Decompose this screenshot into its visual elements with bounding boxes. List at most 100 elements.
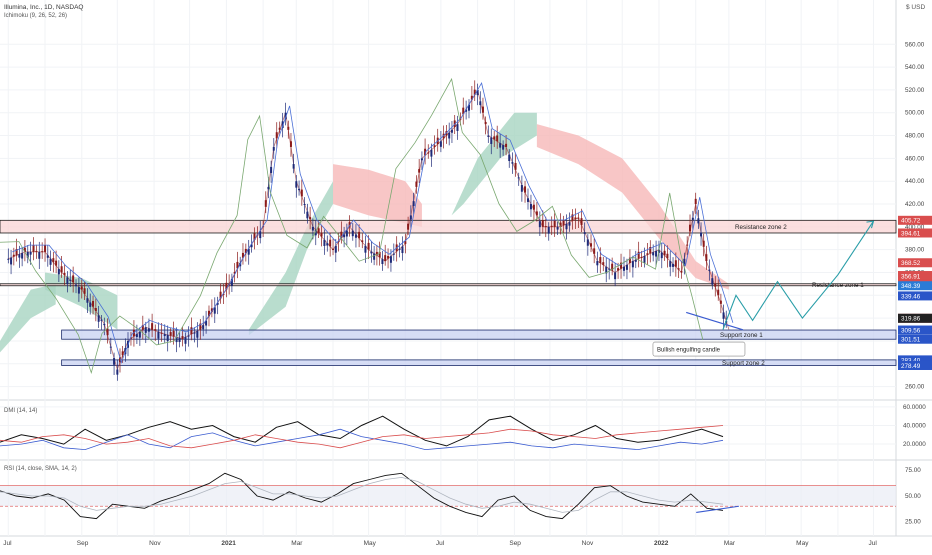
candle-body (216, 302, 219, 305)
price-label-text: 348.39 (901, 283, 921, 290)
support-zone[interactable] (61, 359, 897, 366)
candle-body (303, 204, 306, 206)
x-tick-label: 2022 (654, 540, 669, 547)
price-label-tag (898, 334, 932, 344)
price-label-text: 283.40 (901, 357, 921, 364)
candle-body (361, 240, 364, 243)
projection-path[interactable] (722, 220, 874, 330)
candle-body (559, 222, 562, 227)
price-label-tag (898, 355, 932, 365)
x-tick-label: Jul (3, 540, 12, 547)
candle-body (18, 254, 21, 258)
candle-body (236, 261, 239, 269)
candle-body (247, 248, 250, 255)
candle-body (593, 248, 596, 254)
candle-body (332, 249, 335, 251)
resistance-zone[interactable] (0, 219, 897, 234)
candle-body (517, 177, 520, 179)
y-tick-label: 560.00 (905, 41, 925, 48)
candle-body (348, 222, 351, 227)
candle-body (465, 109, 468, 112)
candle-body (109, 346, 112, 348)
candle-body (29, 251, 32, 255)
x-tick-label: Sep (509, 540, 521, 547)
x-tick-label: 2021 (221, 540, 236, 547)
candle-body (144, 327, 147, 333)
indicator-title: Ichimoku (9, 26, 52, 26) (4, 13, 67, 19)
candle-body (259, 231, 262, 239)
candle-body (605, 266, 608, 274)
candle-body (121, 351, 124, 356)
candle-body (44, 245, 47, 252)
candle-body (178, 337, 181, 342)
candle-body (660, 252, 663, 259)
candle-body (92, 300, 95, 307)
candle-body (278, 127, 281, 130)
candle-body (691, 217, 694, 220)
projection-arrowhead (866, 220, 875, 229)
rsi-pane: 25.00 50.00 75.00 (0, 467, 921, 526)
price-label-text: 368.52 (901, 260, 921, 267)
candle-body (160, 332, 163, 334)
x-tick-label: Sep (77, 540, 89, 547)
candle-body (10, 257, 13, 265)
candle-body (375, 251, 378, 256)
rsi-trendline[interactable] (696, 505, 739, 513)
annotation-box[interactable] (652, 341, 746, 357)
candle-body (7, 258, 10, 260)
price-label-text: 339.46 (901, 293, 921, 300)
support-zone[interactable] (61, 329, 897, 340)
candle-body (637, 251, 640, 259)
x-tick-label: May (796, 540, 809, 547)
candle-body (502, 145, 505, 150)
candle-body (541, 220, 544, 227)
candle-body (55, 260, 58, 266)
candle-body (337, 240, 340, 243)
candle-body (272, 146, 275, 151)
candle-body (634, 259, 637, 262)
candle-body (219, 291, 222, 299)
candle-body (479, 101, 482, 106)
price-label-text: 309.56 (901, 327, 921, 334)
price-label-tag (898, 360, 932, 370)
price-label-tag (898, 325, 932, 335)
candle-body (289, 141, 292, 147)
candle-body (41, 251, 44, 253)
candle-body (345, 230, 348, 237)
candle-body (705, 254, 708, 262)
candle-body (625, 264, 628, 270)
candle-body (32, 245, 35, 252)
candle-body (193, 332, 196, 334)
candle-body (702, 240, 705, 247)
candle-body (708, 269, 711, 271)
candle-body (511, 162, 514, 164)
candle-body (574, 217, 577, 220)
candle-body (225, 282, 228, 290)
candle-body (719, 300, 722, 304)
candle-body (172, 331, 175, 337)
candle-body (640, 256, 643, 258)
candle-body (12, 254, 15, 257)
trendline[interactable] (686, 311, 744, 331)
resistance-zone[interactable] (0, 283, 897, 287)
price-label-text: 356.91 (901, 273, 921, 280)
candle-body (326, 243, 329, 246)
candle-body (207, 310, 210, 317)
cloud-bearish (333, 164, 422, 227)
dmi-pane: 20.0000 40.0000 60.0000 (0, 404, 926, 451)
zone-label: Support zone 1 (720, 332, 763, 339)
x-tick-label: Nov (582, 540, 594, 547)
x-tick-label: Nov (149, 540, 161, 547)
candle-body (38, 251, 41, 259)
candle-body (663, 250, 666, 256)
candle-body (378, 251, 381, 258)
candle-body (652, 252, 655, 256)
candle-body (527, 198, 529, 202)
candle-body (306, 211, 309, 219)
candle-body (75, 284, 78, 287)
candle-body (535, 211, 538, 216)
candle-body (596, 261, 599, 266)
candle-body (94, 308, 97, 311)
